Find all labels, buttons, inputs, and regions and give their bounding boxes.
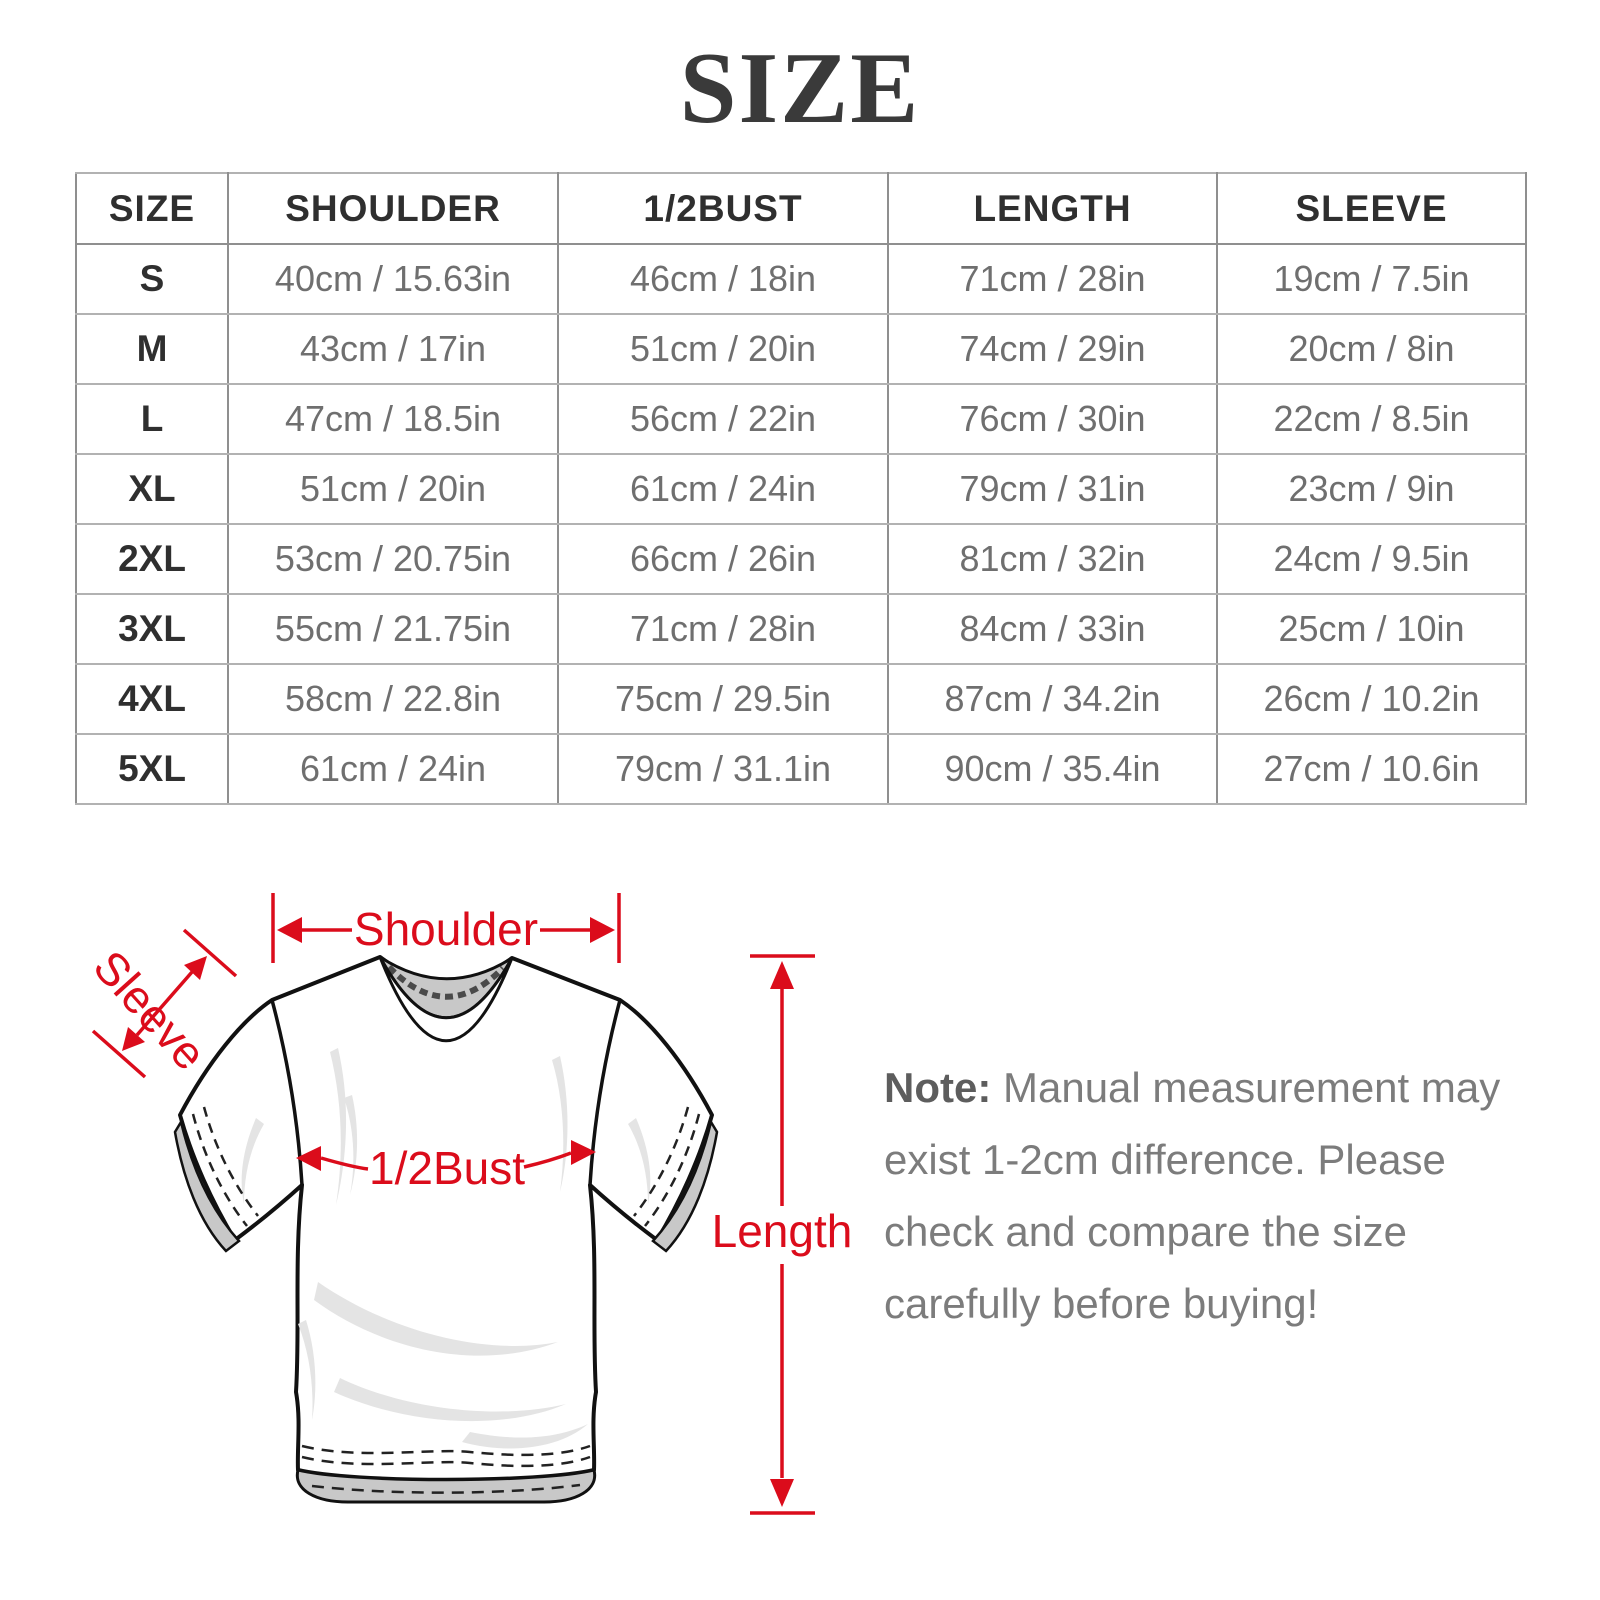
length-cell: 90cm / 35.4in — [887, 733, 1218, 805]
note-text: Note: Manual measurement may exist 1-2cm… — [884, 1052, 1529, 1340]
length-cell: 87cm / 34.2in — [887, 663, 1218, 735]
shoulder-cell: 40cm / 15.63in — [227, 243, 559, 315]
length-cell: 79cm / 31in — [887, 453, 1218, 525]
bust-cell: 75cm / 29.5in — [557, 663, 889, 735]
table-row: 2XL 53cm / 20.75in 66cm / 26in 81cm / 32… — [75, 523, 1527, 595]
right-cuff — [633, 1106, 719, 1253]
size-cell: 3XL — [75, 593, 229, 665]
sleeve-cell: 26cm / 10.2in — [1216, 663, 1527, 735]
note-line: Note: Manual measurement may — [884, 1052, 1529, 1124]
note-label: Note: — [884, 1064, 992, 1111]
sleeve-cell: 20cm / 8in — [1216, 313, 1527, 385]
bust-cell: 79cm / 31.1in — [557, 733, 889, 805]
table-row: 5XL 61cm / 24in 79cm / 31.1in 90cm / 35.… — [75, 733, 1527, 805]
size-cell: 4XL — [75, 663, 229, 735]
col-header-sleeve: SLEEVE — [1216, 172, 1527, 245]
length-arrow — [750, 954, 815, 1515]
shoulder-label: Shoulder — [354, 903, 538, 955]
table-row: XL 51cm / 20in 61cm / 24in 79cm / 31in 2… — [75, 453, 1527, 525]
note-line-4: carefully before buying! — [884, 1280, 1319, 1327]
bust-cell: 66cm / 26in — [557, 523, 889, 595]
collar-stitching — [386, 964, 506, 1000]
shoulder-cell: 55cm / 21.75in — [227, 593, 559, 665]
length-cell: 71cm / 28in — [887, 243, 1218, 315]
bust-cell: 51cm / 20in — [557, 313, 889, 385]
bust-cell: 46cm / 18in — [557, 243, 889, 315]
size-cell: M — [75, 313, 229, 385]
shoulder-cell: 51cm / 20in — [227, 453, 559, 525]
sleeve-arrow — [91, 928, 238, 1079]
bust-cell: 56cm / 22in — [557, 383, 889, 455]
shoulder-cell: 58cm / 22.8in — [227, 663, 559, 735]
col-header-shoulder: SHOULDER — [227, 172, 559, 245]
table-row: 4XL 58cm / 22.8in 75cm / 29.5in 87cm / 3… — [75, 663, 1527, 735]
sleeve-cell: 24cm / 9.5in — [1216, 523, 1527, 595]
size-cell: S — [75, 243, 229, 315]
shoulder-cell: 61cm / 24in — [227, 733, 559, 805]
sleeve-cell: 27cm / 10.6in — [1216, 733, 1527, 805]
shoulder-cell: 47cm / 18.5in — [227, 383, 559, 455]
bust-cell: 71cm / 28in — [557, 593, 889, 665]
col-header-bust: 1/2BUST — [557, 172, 889, 245]
sleeve-cell: 25cm / 10in — [1216, 593, 1527, 665]
size-cell: 2XL — [75, 523, 229, 595]
bust-arrow — [296, 1140, 596, 1171]
measurement-annotations — [91, 893, 815, 1515]
col-header-size: SIZE — [75, 172, 229, 245]
size-table: SIZE SHOULDER 1/2BUST LENGTH SLEEVE S 40… — [75, 172, 1527, 805]
page-title: SIZE — [679, 32, 921, 145]
sleeve-cell: 23cm / 9in — [1216, 453, 1527, 525]
length-cell: 74cm / 29in — [887, 313, 1218, 385]
wrinkle-shading — [241, 1048, 651, 1449]
collar-band — [378, 956, 514, 1042]
note-line-1: Manual measurement may — [1003, 1064, 1501, 1111]
sleeve-cell: 19cm / 7.5in — [1216, 243, 1527, 315]
sleeve-seams — [270, 999, 622, 1186]
length-cell: 84cm / 33in — [887, 593, 1218, 665]
sleeve-cell: 22cm / 8.5in — [1216, 383, 1527, 455]
length-label: Length — [712, 1205, 853, 1257]
shoulder-cell: 53cm / 20.75in — [227, 523, 559, 595]
note-line-3: check and compare the size — [884, 1208, 1407, 1255]
length-cell: 76cm / 30in — [887, 383, 1218, 455]
table-row: 3XL 55cm / 21.75in 71cm / 28in 84cm / 33… — [75, 593, 1527, 665]
shoulder-cell: 43cm / 17in — [227, 313, 559, 385]
header-row: SIZE SHOULDER 1/2BUST LENGTH SLEEVE — [75, 172, 1527, 245]
table-row: S 40cm / 15.63in 46cm / 18in 71cm / 28in… — [75, 243, 1527, 315]
length-cell: 81cm / 32in — [887, 523, 1218, 595]
bust-label: 1/2Bust — [369, 1142, 525, 1194]
shoulder-arrow — [271, 893, 621, 963]
bust-cell: 61cm / 24in — [557, 453, 889, 525]
hem-band — [295, 1444, 597, 1504]
left-cuff — [173, 1106, 259, 1253]
size-cell: 5XL — [75, 733, 229, 805]
tshirt-measurement-diagram: Shoulder Sleeve 1/2Bust Length — [84, 893, 853, 1515]
col-header-length: LENGTH — [887, 172, 1218, 245]
size-cell: L — [75, 383, 229, 455]
note-line-2: exist 1-2cm difference. Please — [884, 1136, 1446, 1183]
table-row: L 47cm / 18.5in 56cm / 22in 76cm / 30in … — [75, 383, 1527, 455]
size-cell: XL — [75, 453, 229, 525]
table-row: M 43cm / 17in 51cm / 20in 74cm / 29in 20… — [75, 313, 1527, 385]
